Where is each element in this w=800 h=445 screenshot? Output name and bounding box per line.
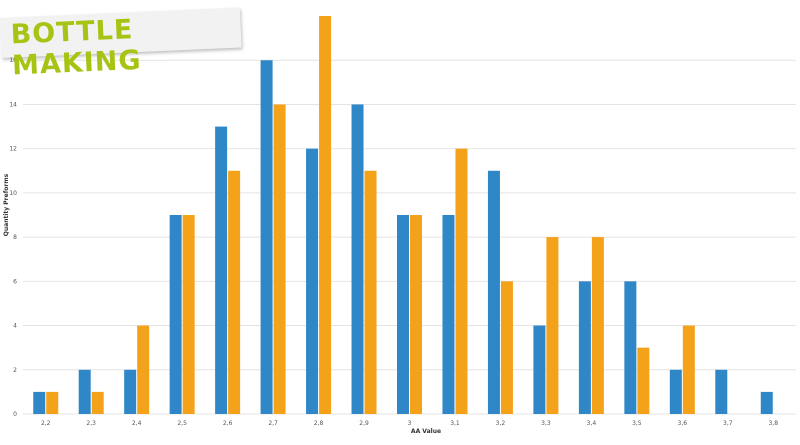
- x-tick-label: 2,6: [223, 420, 233, 427]
- y-tick-label: 14: [9, 101, 17, 108]
- bar: [546, 237, 559, 414]
- x-tick-label: 2,5: [177, 420, 187, 427]
- x-tick-label: 2,4: [132, 420, 142, 427]
- y-tick-label: 10: [9, 190, 17, 197]
- bar: [46, 391, 59, 414]
- bar: [124, 369, 137, 414]
- bar: [487, 170, 500, 414]
- x-tick-label: 3,4: [587, 420, 597, 427]
- x-tick-label: 2,8: [314, 420, 324, 427]
- bar: [78, 369, 91, 414]
- x-tick-label: 3: [408, 420, 412, 427]
- bar: [669, 369, 682, 414]
- x-tick-label: 3,5: [632, 420, 642, 427]
- y-tick-label: 6: [13, 278, 17, 285]
- x-tick-label: 2,7: [268, 420, 278, 427]
- bar: [397, 215, 409, 414]
- bar: [306, 148, 319, 414]
- bar: [533, 325, 546, 414]
- bar: [364, 170, 377, 414]
- bar: [215, 126, 228, 415]
- y-tick-label: 16: [9, 57, 17, 64]
- bar: [682, 325, 695, 414]
- x-tick-label: 2,9: [359, 420, 369, 427]
- y-tick-label: 4: [13, 323, 17, 330]
- y-axis-label: Quantity Preforms: [3, 173, 10, 236]
- bar: [319, 16, 332, 414]
- bar: [169, 215, 182, 414]
- bar: [455, 148, 468, 414]
- banner-title: BOTTLE MAKING: [10, 14, 143, 82]
- x-tick-label: 3,8: [768, 420, 778, 427]
- x-tick-label: 3,6: [678, 420, 688, 427]
- gridlines: [23, 59, 796, 415]
- bar: [137, 325, 150, 414]
- bars: [33, 16, 773, 415]
- x-tick-label: 2,2: [41, 420, 51, 427]
- bar: [351, 104, 364, 414]
- bar: [260, 60, 273, 414]
- bar: [760, 391, 773, 414]
- bar: [442, 215, 455, 414]
- x-tick-label: 3,3: [541, 420, 551, 427]
- x-tick-label: 3,2: [496, 420, 506, 427]
- y-tick-label: 12: [9, 146, 17, 153]
- x-axis-label: AA Value: [411, 428, 441, 435]
- bar: [591, 237, 604, 414]
- bar: [500, 281, 513, 414]
- x-tick-label: 3,7: [723, 420, 733, 427]
- bar: [624, 281, 637, 414]
- bar: [715, 369, 728, 414]
- x-tick-label: 3,1: [450, 420, 460, 427]
- bar: [91, 391, 104, 414]
- bar: [228, 170, 241, 414]
- y-tick-label: 2: [13, 367, 17, 374]
- x-tick-labels: 2,2 2,3 2,4 2,5 2,6 2,7 2,8 2,9 3 3,1 3,2 3,3 3,4 3,5…: [41, 420, 778, 427]
- bar: [578, 281, 591, 414]
- y-tick-labels: 0 2 4 6 8 10 12 14 16: [9, 57, 17, 418]
- bar: [637, 347, 650, 414]
- bar: [273, 104, 286, 414]
- bar: [33, 391, 46, 414]
- y-tick-label: 8: [13, 234, 17, 241]
- x-tick-label: 2,3: [86, 420, 96, 427]
- y-tick-label: 0: [13, 411, 17, 418]
- bar: [410, 215, 422, 414]
- bar: [182, 215, 195, 414]
